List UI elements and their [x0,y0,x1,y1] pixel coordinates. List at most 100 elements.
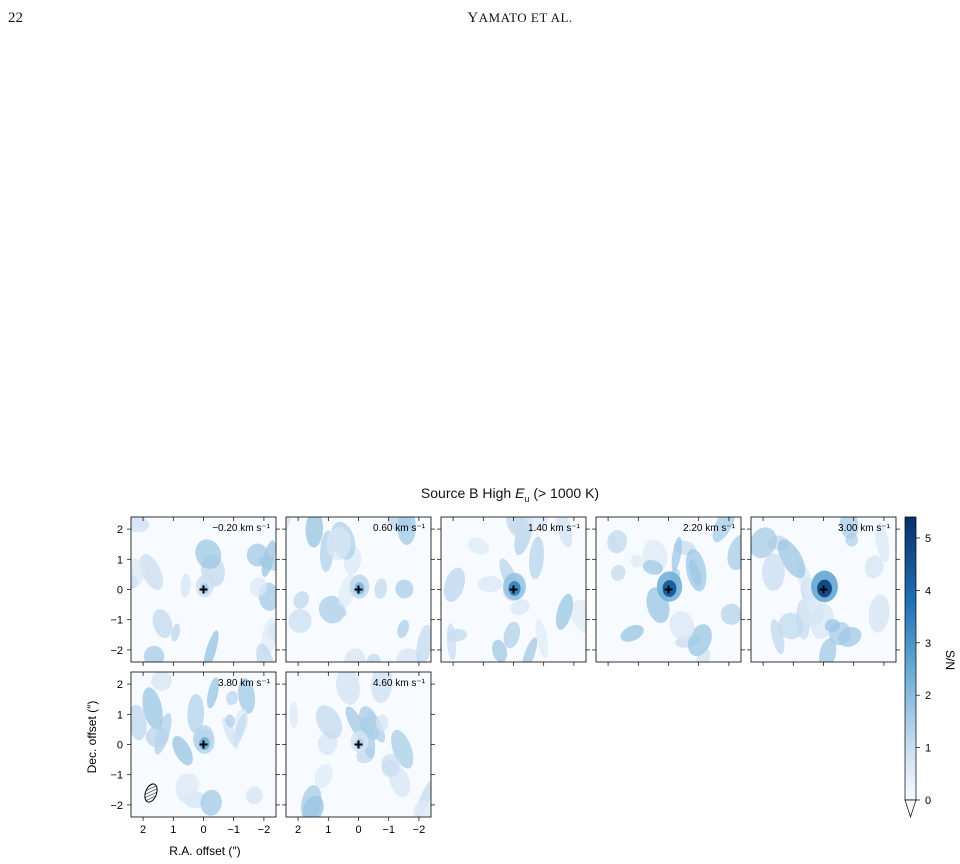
emission-blob [508,517,530,537]
channel-panel: 4.60 km s⁻¹ 2 1 0 −1 −2 [282,671,435,836]
emission-blob [443,567,466,603]
source-position-marker [354,740,363,749]
x-tick-label: −1 [227,824,240,836]
panel-ticks [747,517,900,666]
emission-blob [375,714,389,732]
emission-blob [195,539,222,570]
emission-blob [671,536,682,572]
emission-blob [630,554,644,568]
emission-blob [396,648,421,662]
panel-ticks [127,517,280,666]
y-tick-label: 2 [117,524,123,536]
emission-blob [521,637,538,662]
velocity-label: −0.20 km s⁻¹ [212,523,270,534]
emission-blob [180,573,191,598]
emission-blob [315,705,343,739]
emission-blob [131,704,147,741]
emission-blob [610,565,626,581]
figure-title-suffix: (> 1000 K) [529,485,600,501]
running-header-rest: AMATO ET AL. [478,10,573,25]
emission-blob [238,677,256,714]
colorbar-tick-label: 0 [925,795,931,807]
colorbar-tick-label: 4 [925,585,931,597]
emission-blob [178,773,200,796]
emission-blob [477,576,503,593]
emission-blob [324,602,347,618]
emission-blob [151,672,172,691]
colorbar-tick-label: 5 [925,533,931,545]
emission-blob [864,555,884,579]
source-position-marker [199,740,208,749]
x-axis-label: R.A. offset (″) [169,844,240,858]
emission-blob [838,626,862,647]
x-tick-label: 2 [140,824,146,836]
emission-blob [555,593,574,630]
emission-blob [172,735,193,766]
channel-panel: 3.80 km s⁻¹ 2 1 0 −1 −2 2 1 0 −1 −2 [110,671,280,836]
emission-blob [381,759,400,778]
y-tick-label: −2 [110,645,123,657]
emission-blob [326,526,351,560]
emission-blob [397,517,416,545]
channel-panel: 3.00 km s⁻¹ [747,516,900,666]
emission-blob [413,799,431,817]
channel-panel: 0.60 km s⁻¹ [282,516,435,666]
emission-blob [669,611,695,641]
emission-blob [225,714,235,728]
x-tick-label: 0 [355,824,361,836]
emission-blob [371,672,393,704]
emission-blob [366,653,381,662]
emission-blob [510,599,530,616]
emission-blob [523,517,549,532]
emission-blob [712,517,736,543]
y-tick-label: 0 [117,585,123,597]
emission-blob [620,624,644,642]
x-tick-label: 1 [170,824,176,836]
emission-blob [416,624,431,662]
emission-blob [535,618,549,659]
emission-blob [824,618,841,633]
x-tick-label: 1 [325,824,331,836]
emission-blob [492,639,508,662]
emission-blob [187,694,205,734]
emission-blob [152,609,173,639]
emission-blob [131,517,150,533]
figure-title-prefix: Source B High [420,485,516,501]
emission-blob [467,537,490,555]
velocity-label: 2.20 km s⁻¹ [683,523,736,534]
figure-title-var: E [515,485,525,501]
panel-ticks [127,672,280,821]
x-tick-label: −2 [258,824,271,836]
emission-blob [207,677,220,709]
y-tick-label: 1 [117,554,123,566]
emission-blob [336,672,361,705]
page-number: 22 [8,10,23,26]
source-position-marker [664,585,673,594]
colorbar-label: S/N [943,650,957,670]
emission-blob [142,687,163,730]
emission-blob [261,540,276,577]
emission-blob [777,539,806,579]
source-position-marker [509,585,518,594]
emission-blob [570,599,586,635]
colorbar-tick-label: 3 [925,638,931,650]
emission-blob [868,594,890,633]
emission-blob [245,786,263,805]
emission-blob [751,527,777,559]
emission-blob [293,591,309,609]
running-header-initial: Y [467,10,479,26]
y-tick-label: 2 [117,679,123,691]
colorbar-tick-label: 1 [925,743,931,755]
emission-blob [288,608,312,634]
emission-blob [799,594,825,627]
channel-panel: 2.20 km s⁻¹ [592,516,745,666]
emission-blob [875,522,890,563]
emission-blob [131,558,145,588]
panel-ticks [437,517,590,666]
figure-title-sub: u [524,493,530,504]
emission-blob [720,603,741,625]
beam-ellipse [144,783,158,803]
figure-title: Source B High Eu (> 1000 K) [0,485,960,504]
emission-blob [305,517,324,548]
